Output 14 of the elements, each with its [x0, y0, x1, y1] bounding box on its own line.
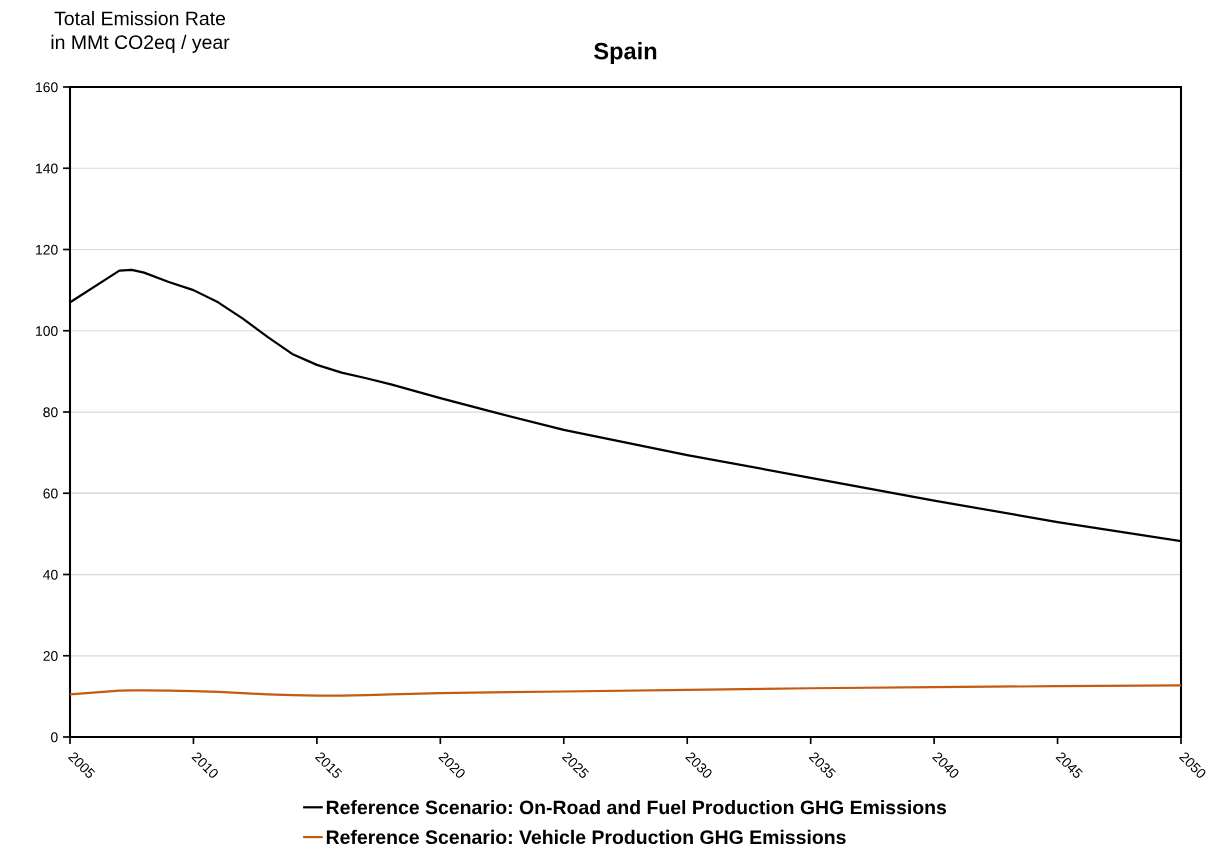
legend-label: Reference Scenario: On-Road and Fuel Production GHG Emissions	[326, 800, 947, 815]
y-tick-label: 100	[36, 326, 58, 336]
chart-title: Spain	[594, 42, 657, 65]
y-tick-label: 160	[36, 82, 58, 93]
line-series	[70, 684, 1181, 697]
y-tick-label: 0	[51, 732, 58, 743]
y-tick-label: 20	[43, 651, 58, 661]
y-tick-label: 80	[43, 407, 58, 418]
y-tick-label: 120	[36, 244, 58, 255]
y-tick-label: 140	[36, 163, 58, 174]
legend-label: Reference Scenario: Vehicle Production GHG Emissions	[326, 829, 846, 845]
y-tick-label: 40	[43, 569, 58, 580]
y-axis-title: Total Emission Rate in MMt CO2eq / year	[51, 11, 230, 53]
y-tick-label: 60	[43, 488, 58, 499]
